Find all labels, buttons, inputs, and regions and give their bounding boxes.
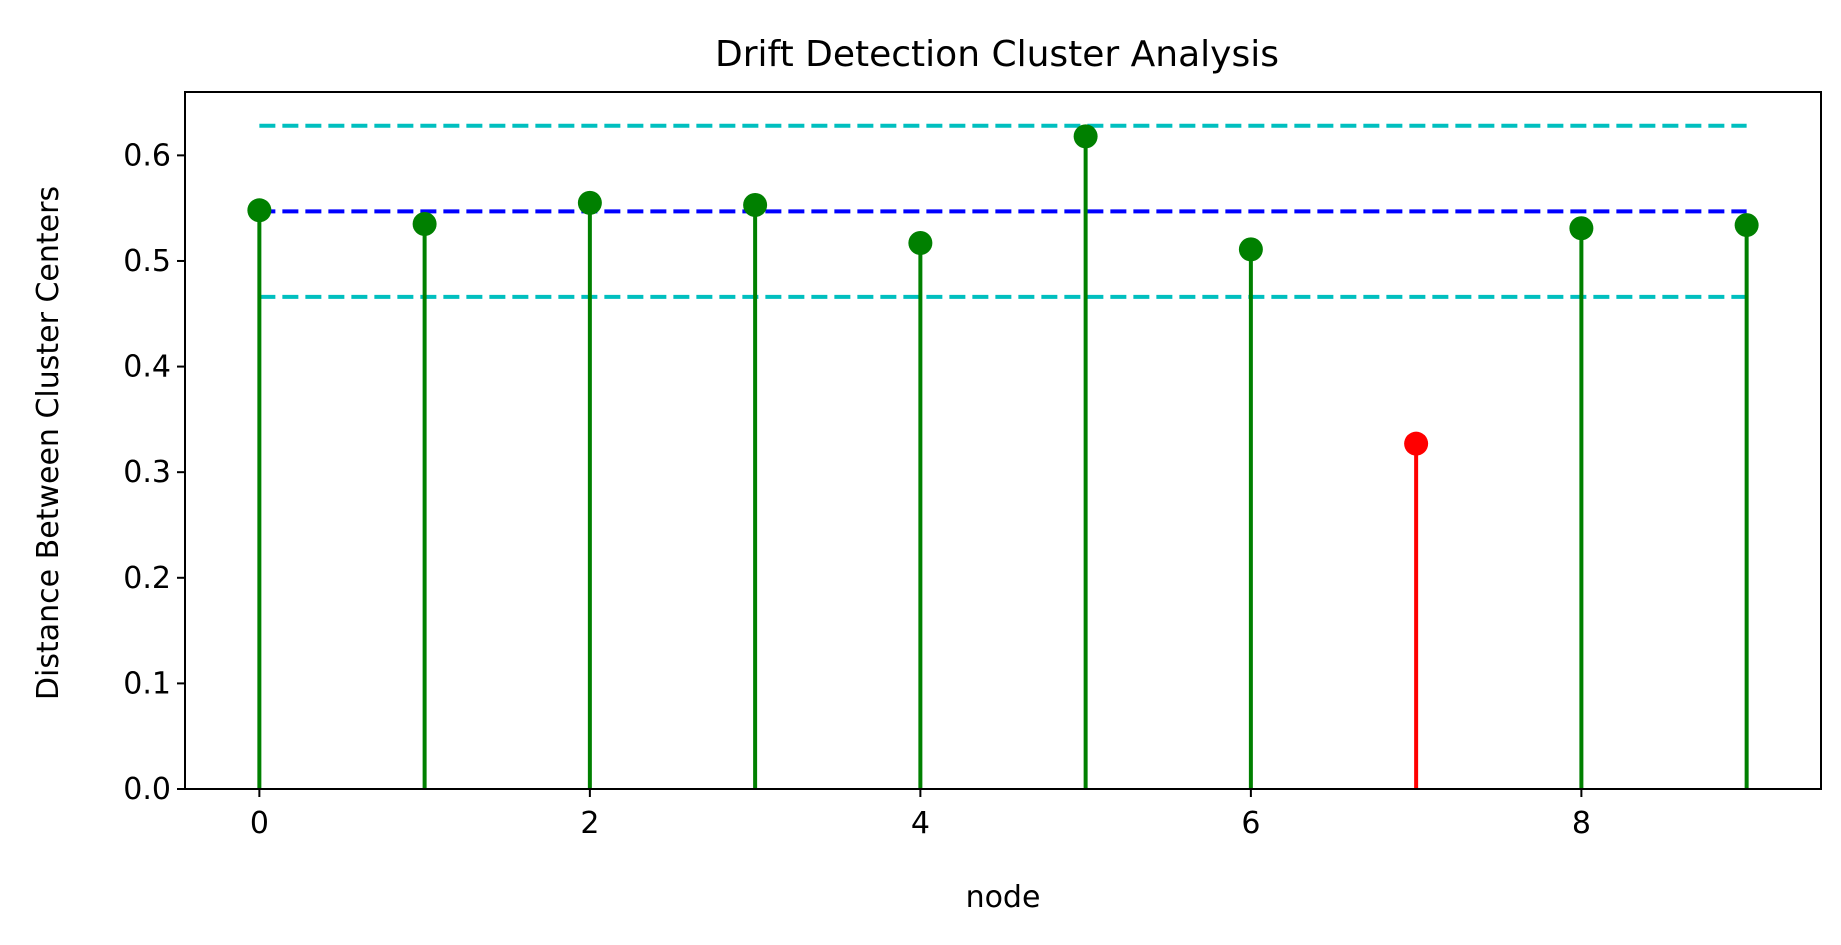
x-tick-label-6: 6 [1241,806,1260,841]
y-tick-label-5: 0.5 [123,244,171,279]
y-tick-label-0: 0.0 [123,772,171,807]
y-tick-label-6: 0.6 [123,138,171,173]
stem-marker-node-8 [1569,216,1594,241]
y-axis-title: Distance Between Cluster Centers [31,186,66,700]
axes: 0 2 4 6 8 0.0 0.1 0.2 0.3 0.4 0.5 0.6 [123,138,1591,841]
y-tick-label-3: 0.3 [123,455,171,490]
axes-frame [184,91,1822,790]
stem-marker-node-4 [908,231,933,256]
y-tick-label-2: 0.2 [123,561,171,596]
stem-marker-node-9 [1734,213,1759,238]
stem-marker-node-7 [1404,431,1429,456]
x-tick-label-2: 2 [580,806,599,841]
stem-marker-node-0 [247,198,272,223]
stem-marker-node-2 [577,190,602,215]
stem-marker-node-6 [1238,237,1263,262]
y-tick-label-4: 0.4 [123,350,171,385]
plot-area [247,123,1759,789]
stem-marker-node-5 [1073,124,1098,149]
stem-marker-node-3 [743,192,768,217]
x-tick-label-4: 4 [911,806,930,841]
x-tick-label-8: 8 [1572,806,1591,841]
stem-marker-node-1 [412,212,437,237]
x-tick-label-0: 0 [250,806,269,841]
y-tick-label-1: 0.1 [123,666,171,701]
chart-title: Drift Detection Cluster Analysis [715,34,1279,75]
x-axis-title: node [966,880,1041,915]
